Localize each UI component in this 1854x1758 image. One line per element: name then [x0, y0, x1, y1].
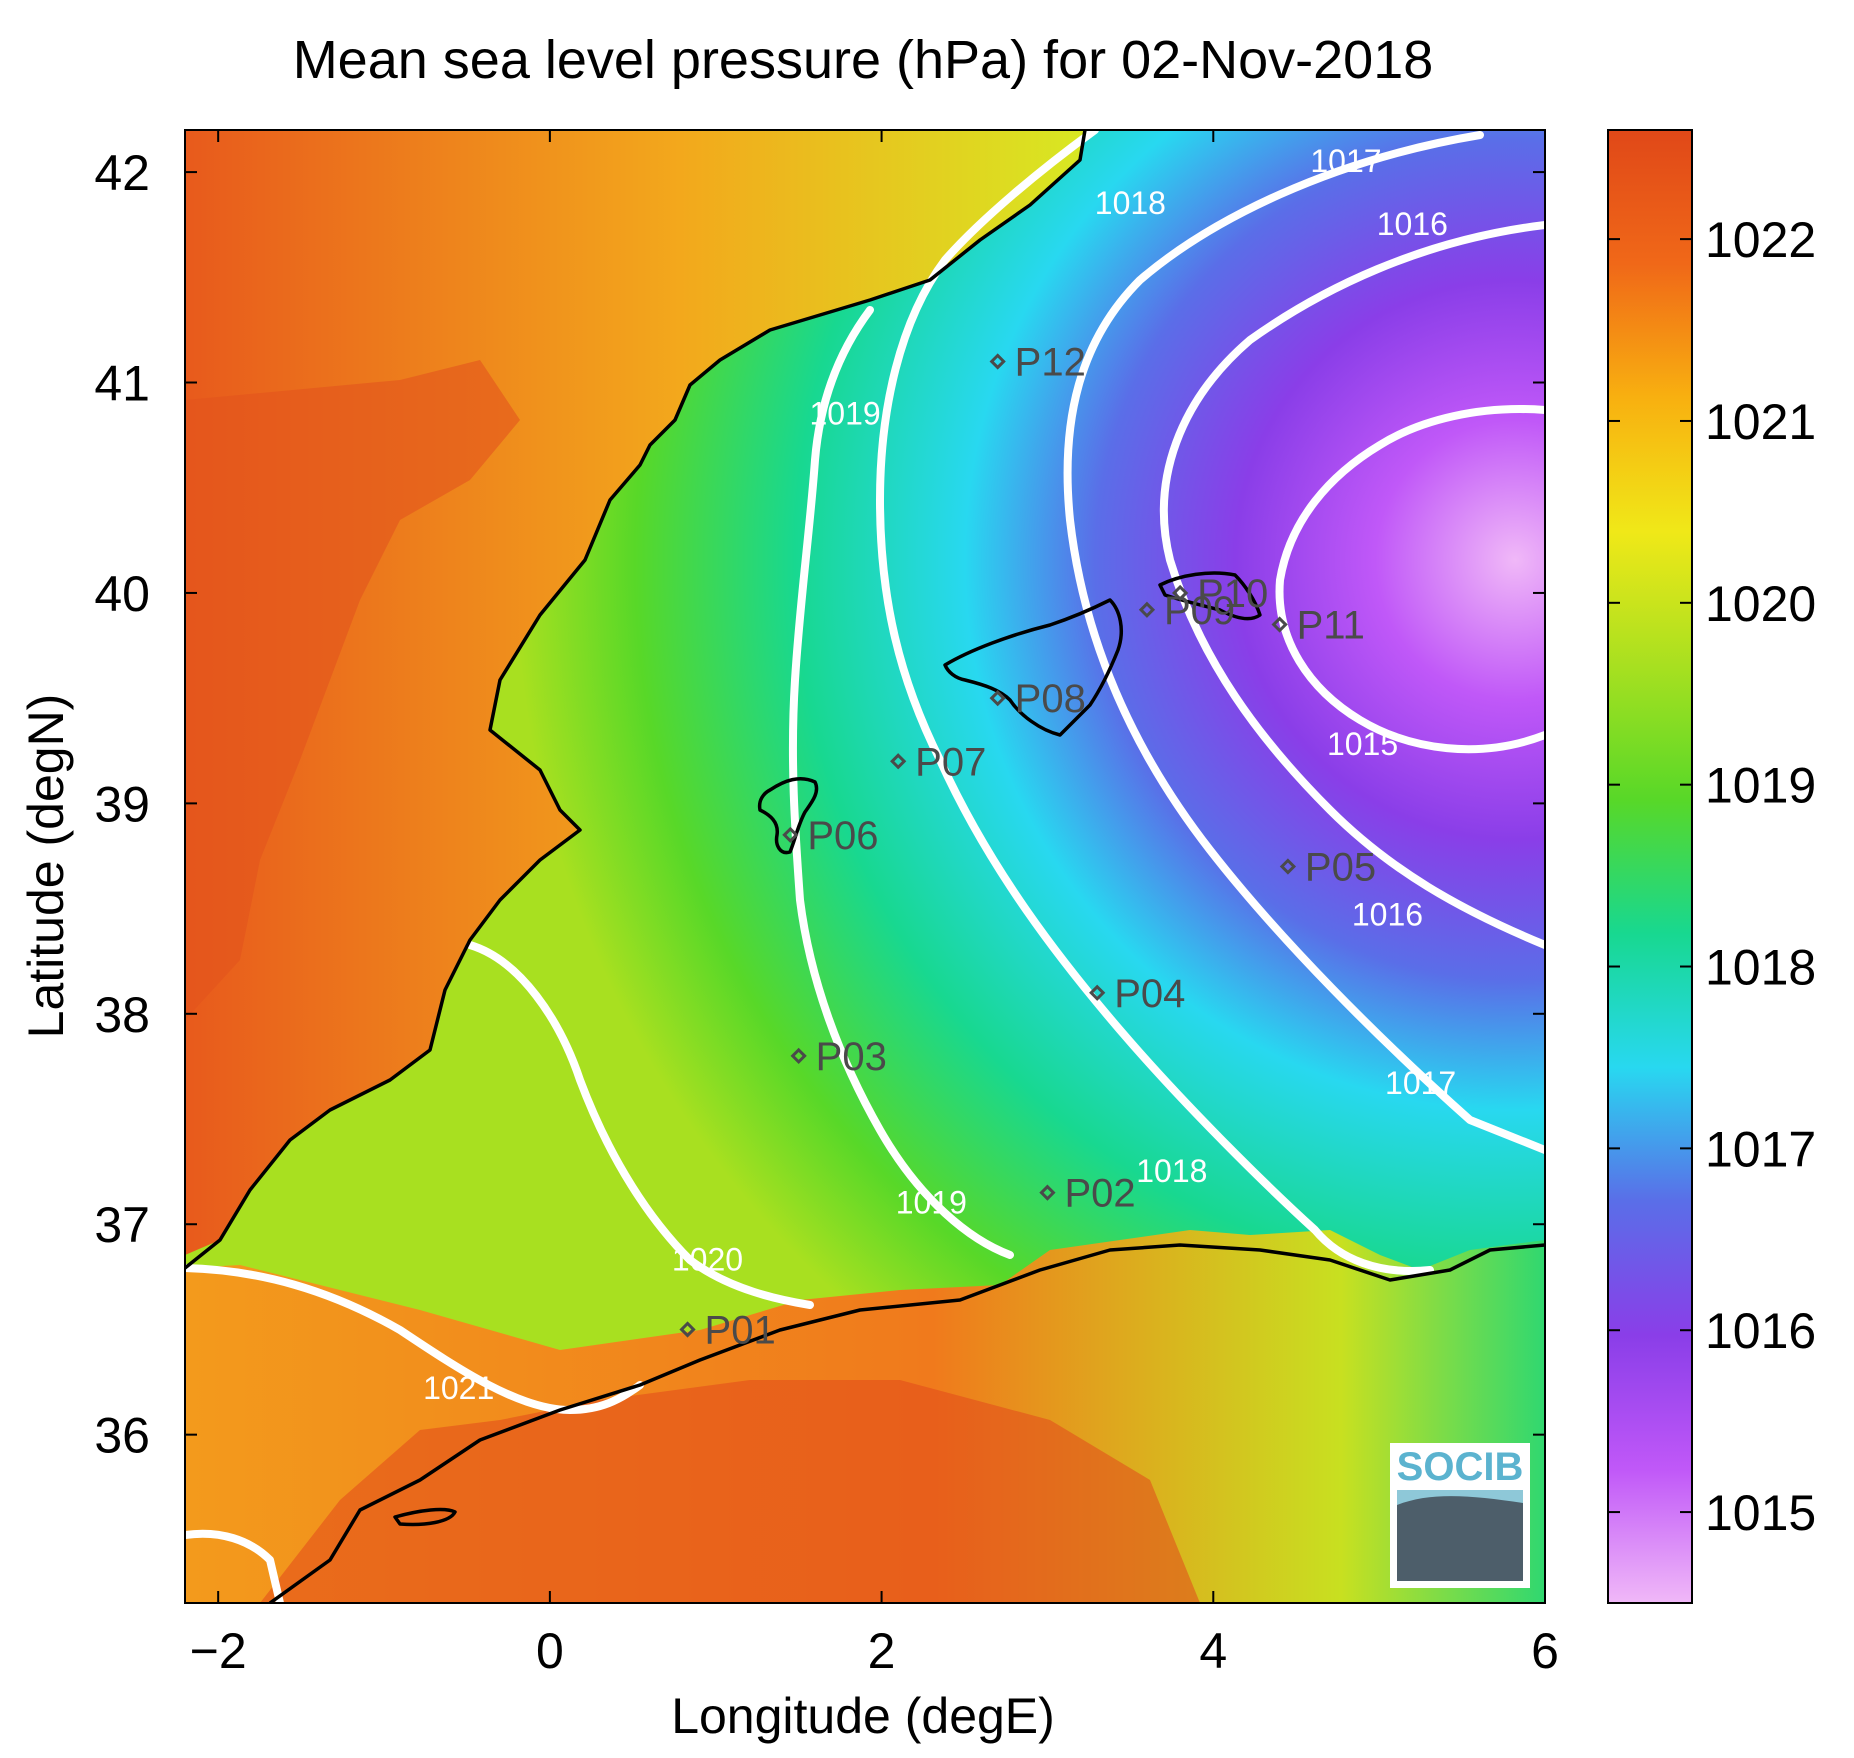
colorbar-tick-label: 1019 [1705, 758, 1816, 814]
station-marker [790, 1047, 807, 1065]
isobar-1021 [185, 1264, 644, 1414]
chart-title: Mean sea level pressure (hPa) for 02-Nov… [293, 30, 1434, 90]
station-marker [989, 690, 1006, 707]
socib-logo-wave-icon [1397, 1490, 1523, 1505]
station-label: P08 [1015, 677, 1086, 721]
station-marker [989, 353, 1006, 370]
x-tick-label: 4 [1199, 1623, 1227, 1679]
station-marker [1171, 584, 1189, 602]
y-tick-label: 37 [94, 1197, 150, 1253]
isobar-label: 1017 [1310, 143, 1381, 179]
isobar-label: 1019 [810, 396, 881, 432]
colorbar-tick-label: 1020 [1705, 576, 1816, 632]
y-tick-label: 38 [94, 987, 150, 1043]
colorbar-axis: 1015 1016 1017 1018 1019 1020 1021 1022 [1608, 212, 1816, 1541]
station-marker [1089, 984, 1106, 1001]
isobar-label: 1020 [672, 1242, 743, 1278]
colorbar-tick-label: 1021 [1705, 394, 1816, 450]
isobar-label: 1016 [1352, 896, 1423, 932]
station-marker [890, 753, 907, 770]
x-tick-label: −2 [190, 1623, 247, 1679]
isobar-label: 1018 [1136, 1153, 1207, 1189]
plot-frame [184, 129, 1546, 1604]
isobar-1020 [466, 941, 814, 1309]
station-label: P05 [1305, 846, 1376, 890]
coastlines [185, 130, 1545, 1603]
colorbar-tick-label: 1018 [1705, 940, 1816, 996]
isobar-label: 1021 [423, 1370, 494, 1406]
socib-logo-text: SOCIB [1397, 1445, 1524, 1489]
isobar-1015 [1275, 405, 1545, 754]
station-label: P10 [1197, 572, 1268, 616]
x-tick-label: 6 [1531, 1623, 1559, 1679]
station-marker [782, 826, 799, 844]
y-axis: 36 37 38 39 40 41 42 [94, 145, 1545, 1464]
station-label: P11 [1297, 604, 1365, 648]
station-marker [1279, 858, 1297, 875]
alboran-islet-outline [393, 1507, 457, 1527]
africa-coastline [268, 1243, 1545, 1603]
y-tick-label: 39 [94, 776, 150, 832]
x-axis: −2 0 2 4 6 [190, 130, 1559, 1679]
x-tick-label: 2 [868, 1623, 896, 1679]
isobar-label: 1016 [1377, 206, 1448, 242]
station-label: P01 [705, 1308, 776, 1352]
y-axis-label: Latitude (degN) [18, 694, 74, 1039]
menorca-outline [1158, 571, 1262, 621]
isobar-1016 [1160, 221, 1545, 949]
y-tick-label: 42 [94, 145, 150, 201]
isobar-1021-south [185, 1529, 284, 1603]
station-label: P04 [1114, 972, 1185, 1016]
isobar-1018 [876, 130, 1434, 1275]
colorbar [1607, 129, 1693, 1604]
station-marker [1271, 616, 1288, 633]
colorbar-tick-label: 1015 [1705, 1485, 1816, 1541]
colorbar-tick-label: 1017 [1705, 1121, 1816, 1177]
iberia-coastline [185, 130, 1087, 1270]
station-label: P12 [1015, 340, 1086, 384]
iberia-high-terrain [185, 360, 520, 1020]
station-marker [679, 1321, 696, 1338]
isobar-1017 [1063, 131, 1545, 1154]
isobar-label: 1017 [1385, 1065, 1456, 1101]
isobar-1019 [788, 306, 1014, 1259]
x-axis-label: Longitude (degE) [671, 1688, 1055, 1744]
isobar-label: 1015 [1327, 726, 1398, 762]
x-tick-label: 0 [536, 1623, 564, 1679]
isobar-labels: 1015 1016 1016 1017 1017 1018 1018 1019 1019 1020… [423, 143, 1456, 1406]
isobar-contours [185, 130, 1545, 1603]
y-tick-label: 36 [94, 1408, 150, 1464]
station-label: P03 [816, 1035, 887, 1079]
y-tick-label: 41 [94, 356, 150, 412]
station-marker [1039, 1184, 1056, 1201]
isobar-label: 1019 [896, 1185, 967, 1221]
mallorca-outline [943, 598, 1123, 737]
socib-logo-image [1397, 1490, 1523, 1581]
socib-logo: SOCIB [1390, 1443, 1530, 1588]
station-label: P06 [807, 814, 878, 858]
y-tick-label: 40 [94, 566, 150, 622]
map-area: 1015 1016 1016 1017 1017 1018 1018 1019 1019 1020… [185, 130, 1545, 1603]
station-marker [1138, 601, 1156, 618]
isobar-label: 1018 [1095, 185, 1166, 221]
ibiza-outline [757, 777, 819, 855]
colorbar-tick-label: 1016 [1705, 1303, 1816, 1359]
colorbar-tick-label: 1022 [1705, 212, 1816, 268]
station-label: P02 [1064, 1172, 1135, 1216]
station-label: P07 [915, 740, 986, 784]
